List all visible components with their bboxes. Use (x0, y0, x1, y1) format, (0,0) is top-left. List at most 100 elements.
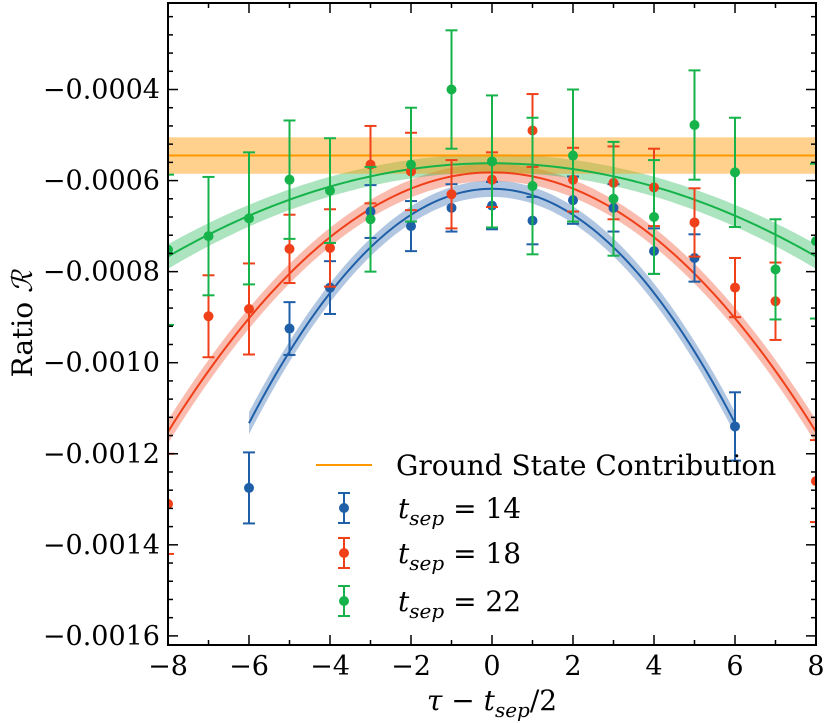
point-series-2-5 (364, 165, 377, 273)
point-series-2-4 (324, 137, 336, 244)
point-series-1-16 (810, 439, 816, 524)
marker (689, 252, 700, 263)
point-series-2-12 (648, 159, 660, 275)
x-tick-label: 0 (483, 651, 500, 682)
point-series-0-12 (729, 391, 741, 462)
legend-series-2: tsep = 22 (338, 585, 521, 623)
legend-series-0: tsep = 14 (338, 492, 521, 530)
marker (649, 212, 659, 222)
x-axis-label-sub: sep (495, 698, 530, 722)
y-axis-label-word: Ratio (6, 293, 39, 377)
marker (811, 236, 816, 247)
x-axis-label-minus: − (442, 684, 483, 717)
legend-series-0-sub: sep (409, 506, 444, 530)
legend-series-2-label: tsep = 22 (398, 585, 521, 623)
x-tick-label: −6 (229, 651, 269, 682)
y-tick-label: −0.0010 (43, 348, 160, 379)
point-series-2-10 (567, 88, 579, 223)
point-series-0-0 (243, 451, 255, 525)
legend-series-1-marker (339, 548, 349, 558)
marker (730, 282, 740, 293)
x-tick-label: 8 (807, 651, 824, 682)
marker (527, 181, 538, 192)
legend-series-2-marker (339, 596, 349, 606)
marker (244, 213, 254, 224)
point-series-2-3 (283, 119, 296, 240)
point-series-2-1 (202, 175, 215, 297)
y-axis-label: Ratio ℛ (6, 269, 39, 377)
legend-series-1-var: t (398, 537, 410, 570)
x-tick-label: 4 (645, 651, 662, 682)
legend-series-0-marker (339, 503, 349, 513)
point-series-2-0 (168, 173, 174, 326)
point-series-2-13 (688, 69, 701, 181)
point-series-2-8 (486, 94, 498, 229)
point-series-2-9 (526, 116, 539, 256)
marker (770, 264, 781, 275)
marker (446, 84, 457, 95)
legend-series-2-var: t (398, 585, 410, 618)
legend-series-2-sub: sep (409, 599, 444, 623)
point-series-0-1 (283, 301, 296, 356)
marker (730, 167, 740, 178)
marker (244, 482, 254, 493)
x-axis-label-tau: τ (427, 684, 443, 717)
y-tick-label: −0.0016 (43, 621, 160, 652)
point-series-2-7 (445, 29, 458, 150)
y-axis-label-symbol: ℛ (6, 269, 39, 293)
legend-ground-state-label: Ground State Contribution (396, 449, 776, 482)
x-tick-label: −4 (310, 651, 350, 682)
marker (487, 156, 497, 167)
x-axis-label-div: /2 (530, 684, 557, 717)
point-series-2-11 (607, 140, 620, 257)
marker (568, 150, 578, 161)
legend-series-1-sub: sep (409, 551, 444, 575)
data-points (168, 29, 816, 555)
x-tick-label: −8 (148, 651, 188, 682)
marker (284, 174, 295, 185)
point-series-2-14 (729, 116, 741, 229)
marker (446, 189, 457, 200)
x-tick-label: 2 (564, 651, 581, 682)
marker (203, 311, 214, 322)
marker (608, 193, 619, 204)
axes: −8 −6 −4 −2 0 2 4 6 8 −0.0016 −0.0014 −0.0012 −0.001… (43, 2, 825, 682)
point-series-2-15 (769, 218, 782, 321)
marker (365, 214, 376, 225)
point-series-2-16 (810, 162, 816, 320)
legend-series-0-eq: = 14 (444, 492, 521, 525)
point-series-2-6 (405, 106, 417, 223)
marker (406, 221, 416, 232)
marker (689, 120, 700, 131)
x-axis-label-t: t (484, 684, 496, 717)
plot-area (168, 29, 816, 555)
point-series-1-13 (688, 187, 701, 258)
legend-series-0-label: tsep = 14 (398, 492, 521, 530)
marker (325, 242, 335, 253)
y-tick-label: −0.0006 (43, 166, 160, 197)
marker (406, 159, 416, 170)
legend-series-2-eq: = 22 (444, 585, 521, 618)
marker (689, 217, 700, 228)
legend-series-0-var: t (398, 492, 410, 525)
marker (325, 185, 335, 196)
marker (168, 244, 173, 255)
point-series-1-7 (445, 159, 458, 230)
marker (730, 421, 740, 432)
x-tick-label: −2 (391, 651, 431, 682)
legend-series-1-eq: = 18 (444, 537, 521, 570)
y-tick-label: −0.0012 (43, 439, 160, 470)
legend: Ground State Contribution tsep = 14 tsep… (316, 449, 776, 623)
legend-series-1: tsep = 18 (338, 537, 521, 575)
y-tick-label: −0.0014 (43, 530, 160, 561)
y-tick-label: −0.0004 (43, 75, 160, 106)
point-series-1-14 (729, 256, 741, 319)
marker (203, 231, 214, 242)
marker (284, 323, 295, 334)
legend-series-1-label: tsep = 18 (398, 537, 521, 575)
x-tick-label: 6 (726, 651, 743, 682)
marker (168, 498, 173, 509)
marker (244, 303, 254, 314)
